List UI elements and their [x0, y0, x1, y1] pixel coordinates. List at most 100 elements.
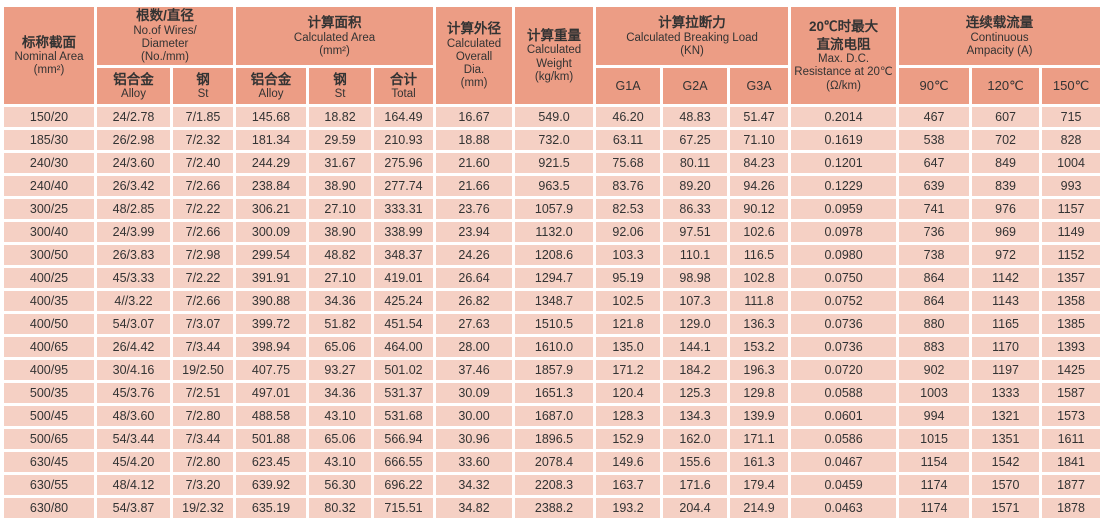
cell: 238.84 — [236, 176, 307, 196]
subheader-wires-steel-en: St — [197, 88, 209, 101]
cell: 7/2.40 — [173, 153, 234, 173]
cell: 1333 — [972, 383, 1040, 403]
cell: 1510.5 — [515, 314, 594, 334]
cell: 702 — [972, 130, 1040, 150]
cell: 1687.0 — [515, 406, 594, 426]
cell: 0.0980 — [791, 245, 897, 265]
table-row: 400/95 30/4.16 19/2.50 407.75 93.27 501.02 37.… — [4, 360, 1100, 380]
header-dc-resistance: 20℃时最大 直流电阻 Max. D.C. Resistance at 20℃ … — [791, 7, 897, 104]
cell: 65.06 — [309, 429, 372, 449]
table-row: 400/25 45/3.33 7/2.22 391.91 27.10 419.01 26.6… — [4, 268, 1100, 288]
cell: 7/2.66 — [173, 291, 234, 311]
cell: 7/2.22 — [173, 268, 234, 288]
cell: 48/4.12 — [97, 475, 170, 495]
subheader-wires-alloy-en: Alloy — [121, 88, 146, 101]
table-row: 400/50 54/3.07 7/3.07 399.72 51.82 451.54 27.6… — [4, 314, 1100, 334]
cell: 976 — [972, 199, 1040, 219]
table-row: 400/65 26/4.42 7/3.44 398.94 65.06 464.00 28.0… — [4, 337, 1100, 357]
cell: 90.12 — [730, 199, 789, 219]
cell: 1841 — [1042, 452, 1100, 472]
cell: 630/55 — [4, 475, 94, 495]
cell: 244.29 — [236, 153, 307, 173]
subheader-area-steel: 钢 St — [309, 68, 372, 104]
cell: 0.0736 — [791, 337, 897, 357]
header-weight-en: Calculated Weight (kg/km) — [526, 44, 582, 83]
cell: 1165 — [972, 314, 1040, 334]
cell: 635.19 — [236, 498, 307, 518]
cell: 26.82 — [436, 291, 513, 311]
cell: 204.4 — [663, 498, 728, 518]
cell: 732.0 — [515, 130, 594, 150]
cell: 1542 — [972, 452, 1040, 472]
cell: 19/2.50 — [173, 360, 234, 380]
table-body: 150/20 24/2.78 7/1.85 145.68 18.82 164.49 16.6… — [4, 107, 1100, 518]
cell: 7/2.80 — [173, 406, 234, 426]
cell: 185/30 — [4, 130, 94, 150]
cell: 0.0601 — [791, 406, 897, 426]
cell: 24.26 — [436, 245, 513, 265]
header-nominal-area-en: Nominal Area (mm²) — [14, 51, 84, 77]
cell: 741 — [899, 199, 970, 219]
cell: 1573 — [1042, 406, 1100, 426]
cell: 75.68 — [596, 153, 661, 173]
cell: 1357 — [1042, 268, 1100, 288]
subheader-g2a: G2A — [663, 68, 728, 104]
subheader-wires-steel-zh: 钢 — [196, 71, 210, 87]
cell: 129.0 — [663, 314, 728, 334]
cell: 48.83 — [663, 107, 728, 127]
cell: 972 — [972, 245, 1040, 265]
cell: 1348.7 — [515, 291, 594, 311]
cell: 54/3.44 — [97, 429, 170, 449]
cell: 0.0978 — [791, 222, 897, 242]
cell: 139.9 — [730, 406, 789, 426]
cell: 120.4 — [596, 383, 661, 403]
cell: 24/3.60 — [97, 153, 170, 173]
cell: 184.2 — [663, 360, 728, 380]
cell: 116.5 — [730, 245, 789, 265]
cell: 240/30 — [4, 153, 94, 173]
cell: 306.21 — [236, 199, 307, 219]
cell: 647 — [899, 153, 970, 173]
cell: 549.0 — [515, 107, 594, 127]
cell: 419.01 — [374, 268, 434, 288]
cell: 1152 — [1042, 245, 1100, 265]
cell: 1651.3 — [515, 383, 594, 403]
cell: 630/45 — [4, 452, 94, 472]
cell: 398.94 — [236, 337, 307, 357]
cell: 71.10 — [730, 130, 789, 150]
conductor-spec-table: 标称截面 Nominal Area (mm²) 根数/直径 No.of Wire… — [1, 4, 1100, 521]
cell: 26/3.42 — [97, 176, 170, 196]
subheader-area-steel-zh: 钢 — [333, 71, 347, 87]
cell: 1351 — [972, 429, 1040, 449]
cell: 390.88 — [236, 291, 307, 311]
subheader-90c: 90℃ — [899, 68, 970, 104]
cell: 666.55 — [374, 452, 434, 472]
cell: 639 — [899, 176, 970, 196]
cell: 129.8 — [730, 383, 789, 403]
cell: 0.0720 — [791, 360, 897, 380]
cell: 54/3.87 — [97, 498, 170, 518]
cell: 1143 — [972, 291, 1040, 311]
cell: 7/3.44 — [173, 337, 234, 357]
header-breaking-load: 计算拉断力 Calculated Breaking Load (KN) — [596, 7, 789, 65]
cell: 164.49 — [374, 107, 434, 127]
cell: 26/2.98 — [97, 130, 170, 150]
cell: 736 — [899, 222, 970, 242]
cell: 399.72 — [236, 314, 307, 334]
cell: 1425 — [1042, 360, 1100, 380]
cell: 51.47 — [730, 107, 789, 127]
cell: 400/95 — [4, 360, 94, 380]
cell: 102.8 — [730, 268, 789, 288]
cell: 144.1 — [663, 337, 728, 357]
cell: 1878 — [1042, 498, 1100, 518]
cell: 7/2.22 — [173, 199, 234, 219]
cell: 103.3 — [596, 245, 661, 265]
table-row: 240/40 26/3.42 7/2.66 238.84 38.90 277.74 21.6… — [4, 176, 1100, 196]
cell: 0.0586 — [791, 429, 897, 449]
cell: 27.63 — [436, 314, 513, 334]
cell: 27.10 — [309, 199, 372, 219]
table-row: 500/45 48/3.60 7/2.80 488.58 43.10 531.68 30.0… — [4, 406, 1100, 426]
cell: 864 — [899, 291, 970, 311]
cell: 152.9 — [596, 429, 661, 449]
cell: 277.74 — [374, 176, 434, 196]
